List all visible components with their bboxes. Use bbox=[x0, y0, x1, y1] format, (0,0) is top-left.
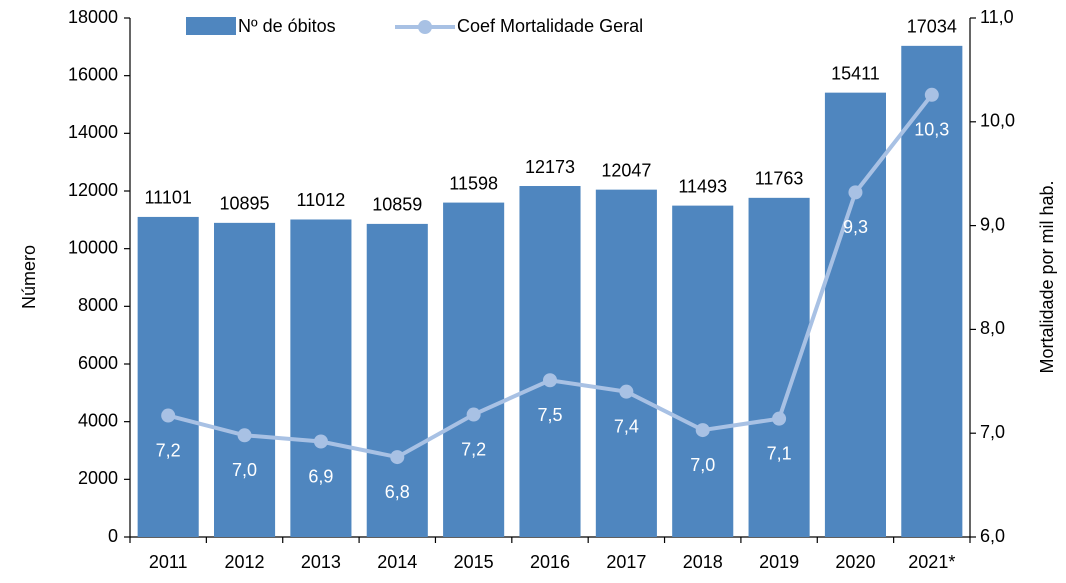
line-marker bbox=[161, 408, 176, 423]
y2-tick-label: 11,0 bbox=[980, 7, 1014, 27]
line-value-label: 10,3 bbox=[914, 120, 949, 140]
y-tick-label: 8000 bbox=[78, 295, 118, 315]
y-axis-title: Número bbox=[19, 245, 39, 309]
y-tick-label: 10000 bbox=[68, 237, 118, 257]
line-marker bbox=[466, 407, 481, 422]
y-tick-label: 18000 bbox=[68, 7, 118, 27]
y-tick-label: 2000 bbox=[78, 468, 118, 488]
y-tick-label: 4000 bbox=[78, 410, 118, 430]
bar bbox=[290, 219, 352, 537]
line-value-label: 7,0 bbox=[690, 455, 715, 475]
bar-value-label: 11598 bbox=[449, 173, 498, 193]
bar-value-label: 11763 bbox=[755, 169, 804, 189]
bar-value-label: 15411 bbox=[831, 63, 880, 83]
y-tick-label: 6000 bbox=[78, 353, 118, 373]
x-tick-label: 2019 bbox=[759, 552, 799, 572]
bar-value-label: 10895 bbox=[220, 194, 270, 214]
x-tick-label: 2011 bbox=[149, 552, 188, 572]
line-marker bbox=[695, 423, 710, 438]
y2-tick-label: 9,0 bbox=[980, 214, 1005, 234]
line-marker bbox=[390, 450, 405, 465]
bar bbox=[214, 222, 276, 537]
bar-value-label: 12173 bbox=[525, 157, 575, 177]
x-tick-label: 2015 bbox=[454, 552, 494, 572]
bar bbox=[443, 202, 505, 537]
y2-axis-title: Mortalidade por mil hab. bbox=[1037, 180, 1057, 373]
legend-label: Nº de óbitos bbox=[238, 16, 336, 36]
bar bbox=[901, 45, 963, 538]
legend-swatch bbox=[186, 17, 236, 35]
line-value-label: 6,8 bbox=[385, 482, 410, 502]
y2-tick-label: 8,0 bbox=[980, 318, 1005, 338]
line-value-label: 7,1 bbox=[767, 443, 792, 463]
bar bbox=[519, 186, 581, 537]
line-marker bbox=[237, 428, 252, 443]
bar bbox=[824, 92, 886, 537]
y-tick-label: 16000 bbox=[68, 64, 118, 84]
x-tick-label: 2020 bbox=[835, 552, 875, 572]
line-marker bbox=[619, 384, 634, 399]
bar-value-label: 11493 bbox=[678, 176, 727, 196]
x-tick-label: 2021* bbox=[908, 552, 955, 572]
x-tick-label: 2013 bbox=[301, 552, 341, 572]
line-value-label: 7,0 bbox=[232, 460, 257, 480]
bar bbox=[595, 189, 657, 537]
bar bbox=[672, 205, 734, 537]
line-value-label: 9,3 bbox=[843, 217, 868, 237]
y2-tick-label: 7,0 bbox=[980, 422, 1005, 442]
y2-tick-label: 6,0 bbox=[980, 526, 1005, 546]
legend-marker bbox=[418, 20, 432, 34]
bar bbox=[137, 216, 199, 537]
line-value-label: 7,5 bbox=[537, 405, 562, 425]
line-value-label: 7,4 bbox=[614, 416, 639, 436]
line-marker bbox=[313, 434, 328, 449]
bar-value-label: 10859 bbox=[372, 195, 422, 215]
line-marker bbox=[924, 87, 939, 102]
y-tick-label: 12000 bbox=[68, 180, 118, 200]
x-tick-label: 2016 bbox=[530, 552, 570, 572]
x-tick-label: 2012 bbox=[225, 552, 265, 572]
y-tick-label: 0 bbox=[108, 526, 118, 546]
line-value-label: 7,2 bbox=[461, 439, 486, 459]
x-tick-label: 2018 bbox=[683, 552, 723, 572]
bar-value-label: 11012 bbox=[297, 190, 346, 210]
line-value-label: 7,2 bbox=[156, 440, 181, 460]
line-marker bbox=[543, 373, 557, 388]
line-marker bbox=[772, 411, 787, 426]
line-value-label: 6,9 bbox=[308, 466, 333, 486]
legend-label: Coef Mortalidade Geral bbox=[457, 16, 643, 36]
bar bbox=[366, 223, 428, 537]
line-marker bbox=[848, 185, 863, 200]
x-tick-label: 2014 bbox=[377, 552, 417, 572]
x-tick-label: 2017 bbox=[606, 552, 646, 572]
y2-tick-label: 10,0 bbox=[980, 111, 1015, 131]
bar-value-label: 12047 bbox=[601, 160, 651, 180]
bar-value-label: 11101 bbox=[144, 188, 191, 208]
bar-value-label: 17034 bbox=[907, 17, 957, 37]
y-tick-label: 14000 bbox=[68, 122, 118, 142]
bar bbox=[748, 197, 810, 537]
